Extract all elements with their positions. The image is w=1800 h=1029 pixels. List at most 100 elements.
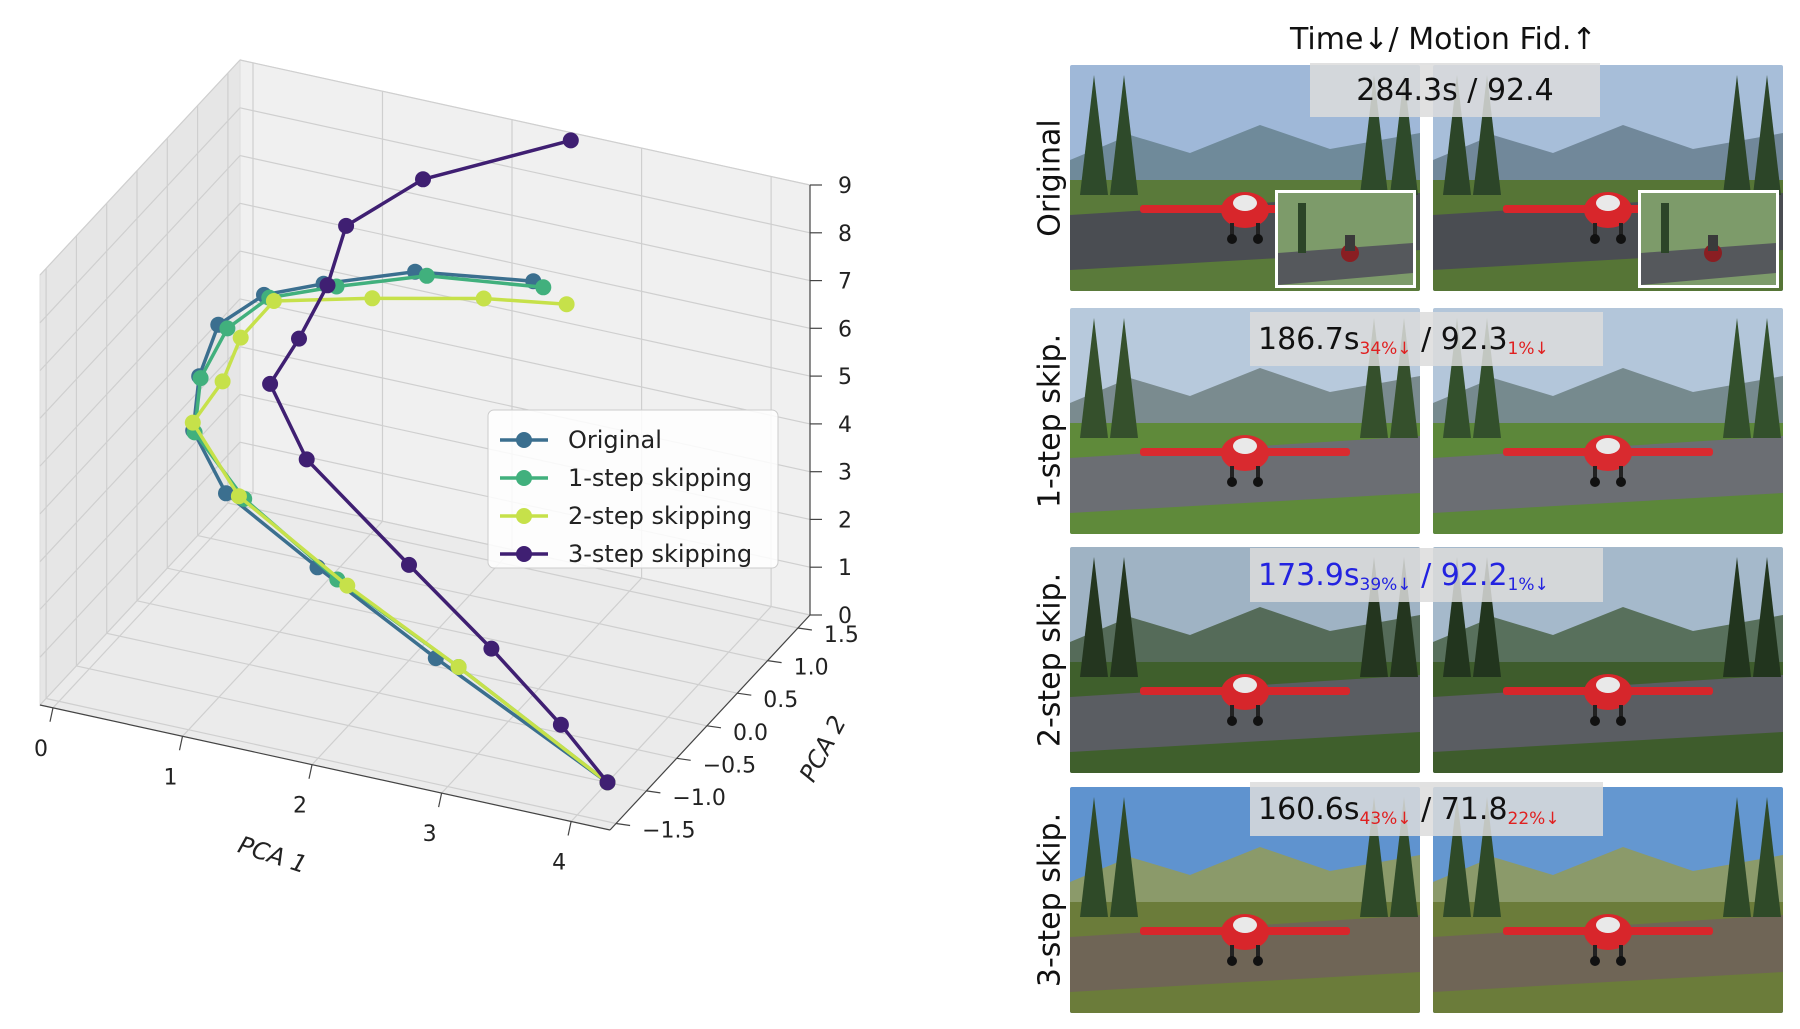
series-point-3 <box>415 171 431 188</box>
z-tick-label: 1 <box>838 556 852 581</box>
grid-floor-x <box>52 492 254 709</box>
series-point-2 <box>558 296 575 313</box>
series-point-2 <box>232 329 249 346</box>
caption-1step: 186.7s 34%↓ / 92.3 1%↓ <box>1250 312 1603 366</box>
grid-floor-x <box>311 549 513 766</box>
grid-back-z <box>239 155 811 282</box>
x-tick-label: 4 <box>552 851 566 876</box>
y-tick <box>767 660 782 664</box>
y-tick-label: 0.0 <box>733 721 768 746</box>
legend-swatch-dot <box>516 470 532 486</box>
z-tick-label: 7 <box>838 270 852 295</box>
z-tick-label: 5 <box>838 365 852 390</box>
fid-pct: 1%↓ <box>1507 339 1549 359</box>
series-point-0 <box>218 485 234 502</box>
series-point-3 <box>599 774 616 791</box>
frame-scene <box>1433 787 1783 1013</box>
y-axis-label: PCA 2 <box>794 711 852 786</box>
x-tick <box>178 736 184 751</box>
z-tick-label: 4 <box>838 413 852 438</box>
frame-scene <box>1070 787 1420 1013</box>
series-point-3 <box>338 217 355 234</box>
grid-left-z <box>39 489 241 706</box>
y-tick <box>616 822 631 827</box>
grid-floor-y <box>167 567 738 694</box>
video-frame <box>1433 787 1783 1013</box>
grid-floor-y <box>45 697 617 825</box>
caption-original: 284.3s / 92.4 <box>1310 63 1600 117</box>
legend-label: 3-step skipping <box>568 540 752 568</box>
inset-scene <box>1641 193 1776 285</box>
y-tick-label: −1.5 <box>642 819 695 844</box>
series-point-2 <box>339 577 356 594</box>
fid-value: 71.8 <box>1440 791 1508 827</box>
time-value: 284.3s <box>1356 72 1458 108</box>
y-tick <box>737 692 752 696</box>
z-tick-label: 0 <box>838 604 852 629</box>
row-label-1step: 1-step skip. <box>1032 333 1068 509</box>
grid-left-z <box>39 441 241 658</box>
legend-label: 2-step skipping <box>568 502 752 530</box>
time-pct: 43%↓ <box>1359 809 1412 829</box>
legend-swatch-dot <box>516 546 532 562</box>
inset-thumbnail <box>1638 190 1779 288</box>
series-point-2 <box>214 373 231 390</box>
y-axis-line <box>609 614 811 831</box>
separator: / <box>1457 72 1487 108</box>
row-label-2step: 2-step skip. <box>1032 572 1068 748</box>
series-point-2 <box>230 488 247 505</box>
time-value: 173.9s <box>1258 557 1360 593</box>
series-point-3 <box>483 640 500 657</box>
grid-floor-x <box>441 577 643 794</box>
y-tick <box>797 627 812 631</box>
separator: / <box>1411 321 1441 357</box>
y-tick-label: −0.5 <box>703 753 756 778</box>
grid-floor-y <box>197 535 768 662</box>
z-tick-label: 3 <box>838 461 852 486</box>
grid-left-z <box>39 250 241 467</box>
grid-back-z <box>239 107 811 234</box>
series-point-1 <box>219 320 236 337</box>
series-point-1 <box>535 279 552 296</box>
series-point-3 <box>401 556 417 573</box>
video-frame <box>1070 547 1420 773</box>
fid-value: 92.3 <box>1440 321 1508 357</box>
series-point-2 <box>265 293 282 309</box>
y-tick-label: −1.0 <box>672 786 725 811</box>
grid-back-z <box>239 202 811 329</box>
fid-value: 92.2 <box>1440 557 1508 593</box>
z-tick-label: 8 <box>838 222 852 247</box>
video-frame <box>1070 787 1420 1013</box>
grid-back-z <box>239 298 811 425</box>
x-tick-label: 3 <box>423 822 437 847</box>
series-point-2 <box>364 290 381 307</box>
x-tick <box>567 821 572 836</box>
inset-thumbnail <box>1275 190 1416 288</box>
grid-back-z <box>239 59 811 186</box>
x-tick <box>49 707 54 722</box>
time-value: 160.6s <box>1258 791 1360 827</box>
series-point-3 <box>298 451 315 468</box>
time-pct: 34%↓ <box>1359 339 1412 359</box>
caption-2step: 173.9s 39%↓ / 92.2 1%↓ <box>1250 548 1603 602</box>
grid-floor-y <box>106 632 677 759</box>
series-point-3 <box>552 716 569 733</box>
x-axis-line <box>39 704 611 831</box>
grid-left-z <box>39 107 241 324</box>
y-tick <box>676 757 691 761</box>
y-tick-label: 1.0 <box>794 656 829 681</box>
y-tick <box>706 725 722 729</box>
grid-floor-y <box>76 665 647 792</box>
series-point-3 <box>291 330 307 347</box>
series-point-2 <box>450 659 467 675</box>
z-tick-label: 9 <box>838 174 852 199</box>
z-tick-label: 2 <box>838 508 852 533</box>
y-tick-label: 1.5 <box>824 623 859 648</box>
caption-3step: 160.6s 43%↓ / 71.8 22%↓ <box>1250 782 1603 836</box>
series-point-3 <box>262 375 279 392</box>
row-label-original: Original <box>1032 119 1068 237</box>
series-point-2 <box>475 290 492 307</box>
time-value: 186.7s <box>1258 321 1360 357</box>
series-point-1 <box>418 267 435 284</box>
x-axis-label: PCA 1 <box>235 831 311 879</box>
